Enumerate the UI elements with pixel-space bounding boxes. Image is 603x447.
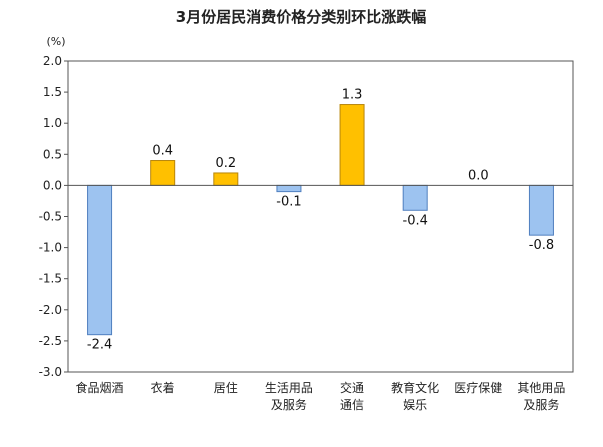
bar [87, 184, 113, 336]
bar [150, 160, 176, 186]
y-axis: 2.0 1.5 1.0 0.5 0.0 -0.5 -1.0 -1.5 -2.0 -2.5 -3.0 [39, 54, 68, 379]
y-tick-label: 2.0 [43, 54, 62, 68]
x-tick-label: 居住 [214, 381, 238, 395]
x-tick-label: 衣着 [151, 380, 175, 395]
x-tick-label: 其他用品 [517, 381, 565, 395]
bar [276, 184, 302, 193]
x-tick-label: 食品烟酒 [76, 380, 124, 395]
data-label: 0.0 [468, 168, 489, 183]
bar [528, 184, 554, 236]
data-labels: -2.4 0.4 0.2 -0.1 1.3 -0.4 0.0 -0.8 [87, 88, 554, 353]
chart-title: 3月份居民消费价格分类别环比涨跌幅 [176, 8, 426, 26]
data-label: -0.4 [403, 213, 428, 228]
y-unit-label: (%) [46, 35, 65, 48]
y-tick-label: -2.0 [39, 303, 62, 317]
y-tick-label: -1.5 [39, 272, 62, 286]
y-tick-label: -1.0 [39, 241, 62, 255]
bar [402, 184, 428, 211]
x-tick-label: 及服务 [271, 397, 307, 412]
x-tick-label: 生活用品 [265, 381, 313, 395]
data-label: 1.3 [342, 88, 363, 103]
data-label: -2.4 [87, 338, 112, 353]
y-tick-label: 0.5 [43, 147, 62, 161]
bar [339, 104, 365, 186]
x-tick-label: 教育文化 [391, 380, 439, 395]
data-label: -0.8 [529, 238, 554, 253]
plot-area-frame [67, 60, 574, 373]
y-tick-label: -0.5 [39, 210, 62, 224]
bar [213, 172, 239, 186]
y-tick-label: 0.0 [43, 178, 62, 192]
y-tick-label: 1.0 [43, 116, 62, 130]
x-tick-label: 交通 [340, 380, 364, 395]
x-tick-label: 及服务 [523, 397, 559, 412]
data-label: -0.1 [276, 195, 301, 210]
bars-group [87, 104, 554, 336]
x-tick-label: 通信 [340, 398, 364, 412]
y-tick-label: 1.5 [43, 85, 62, 99]
x-tick-label: 娱乐 [403, 398, 427, 412]
data-label: 0.2 [215, 156, 236, 171]
y-tick-label: -3.0 [39, 365, 62, 379]
y-tick-label: -2.5 [39, 334, 62, 348]
data-label: 0.4 [152, 144, 173, 159]
x-tick-label: 医疗保健 [454, 381, 502, 395]
